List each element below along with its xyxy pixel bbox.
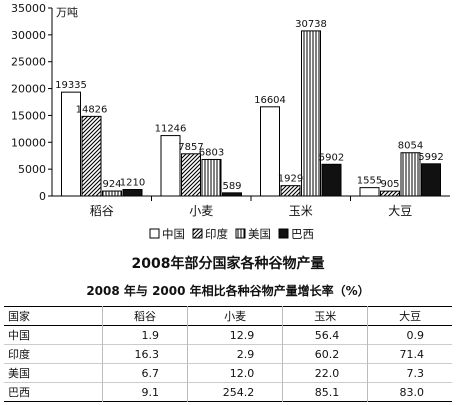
bar [102,190,122,197]
legend-swatch [278,228,289,239]
y-unit-label: 万吨 [56,6,78,19]
data-label: 14826 [76,104,108,115]
cell-wheat: 12.0 [186,363,283,383]
table-row: 中国 1.9 12.9 56.4 0.9 [4,325,452,345]
bar [280,185,301,197]
bar [160,135,181,197]
x-tick-label: 小麦 [189,204,213,218]
header-soybean: 大豆 [367,306,452,326]
cell-rice: 6.7 [102,363,188,383]
data-label: 6803 [199,147,224,158]
y-tick-label: 30000 [11,29,46,42]
legend-swatch [235,228,246,239]
cell-rice: 9.1 [102,382,188,402]
x-tick-label: 玉米 [289,204,313,218]
data-label: 7857 [178,142,203,153]
data-label: 905 [380,179,399,190]
table-row: 巴西 9.1 254.2 85.1 83.0 [4,382,452,402]
y-tick-label: 20000 [11,83,46,96]
y-tick-label: 25000 [11,56,46,69]
table-header-row: 国家 稻谷 小麦 玉米 大豆 [4,306,452,326]
table-row: 印度 16.3 2.9 60.2 71.4 [4,344,452,364]
y-tick-label: 35000 [11,2,46,15]
header-rice: 稻谷 [102,306,188,326]
data-label: 11246 [155,124,187,135]
bar [380,190,400,197]
bar [222,192,242,197]
legend-swatch [192,228,203,239]
legend-label: 中国 [162,227,185,241]
x-tick-label: 稻谷 [90,204,114,218]
bars-layer [61,30,441,197]
header-corn: 玉米 [282,306,368,326]
row-country: 中国 [8,329,30,342]
bar [122,189,143,197]
cell-rice: 16.3 [102,344,188,364]
y-tick-label: 0 [39,190,46,203]
bar [61,91,81,197]
bar [181,153,201,197]
cell-wheat: 254.2 [186,382,283,402]
bar [400,152,421,197]
data-label: 19335 [55,80,87,91]
legend: 中国 印度 美国 巴西 [149,227,314,241]
data-label: 8054 [398,141,423,152]
cell-soybean: 0.9 [367,325,452,345]
bar [359,187,380,197]
table-title: 2008 年与 2000 年相比各种谷物产量增长率（%） [86,284,370,298]
cell-corn: 85.1 [282,382,368,402]
legend-label: 巴西 [291,227,314,241]
data-label: 589 [222,181,241,192]
data-label: 924 [102,179,121,190]
cell-soybean: 7.3 [367,363,452,383]
row-country: 巴西 [8,386,30,399]
row-country: 印度 [8,348,30,361]
cell-corn: 22.0 [282,363,368,383]
cell-wheat: 2.9 [186,344,283,364]
table-row: 美国 6.7 12.0 22.0 7.3 [4,363,452,383]
cell-soybean: 83.0 [367,382,452,402]
bar [81,115,102,197]
bar [321,163,342,197]
data-label: 5992 [418,152,443,163]
cell-corn: 60.2 [282,344,368,364]
y-tick-label: 15000 [11,109,46,122]
cell-soybean: 71.4 [367,344,452,364]
data-label: 1210 [120,178,145,189]
legend-swatch [149,228,160,239]
chart-title: 2008年部分国家各种谷物产量 [131,256,325,272]
data-label: 1555 [357,176,382,187]
row-country: 美国 [8,367,30,380]
x-tick-label: 大豆 [388,204,412,218]
bar [301,30,321,197]
y-tick-label: 5000 [18,163,46,176]
legend-label: 美国 [248,227,271,241]
data-label: 16604 [254,95,286,106]
data-label: 30738 [295,19,327,30]
cell-corn: 56.4 [282,325,368,345]
bar [260,106,280,197]
bar [421,163,441,197]
bar [201,158,222,197]
legend-label: 印度 [205,227,228,241]
cell-wheat: 12.9 [186,325,283,345]
y-tick-label: 10000 [11,136,46,149]
cell-rice: 1.9 [102,325,188,345]
data-label: 5902 [319,152,344,163]
header-wheat: 小麦 [186,306,283,326]
data-label: 1929 [278,174,303,185]
growth-rate-table: 国家 稻谷 小麦 玉米 大豆 中国 1.9 12.9 56.4 0.9 印度 1… [4,306,452,402]
header-country: 国家 [8,310,30,323]
